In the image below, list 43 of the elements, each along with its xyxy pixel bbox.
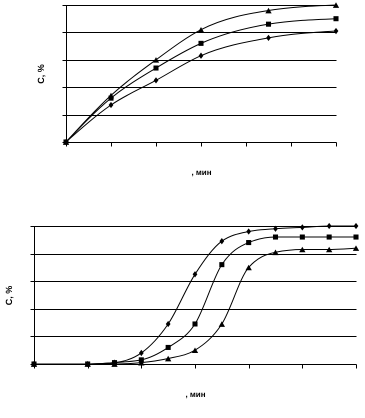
point bbox=[153, 65, 159, 71]
x-axis-title: , мин bbox=[185, 390, 206, 399]
point bbox=[198, 52, 204, 59]
point bbox=[326, 222, 332, 230]
point bbox=[300, 234, 305, 240]
point bbox=[299, 246, 306, 252]
point bbox=[246, 264, 252, 270]
point bbox=[265, 8, 272, 14]
x-axis-title: , мин bbox=[191, 168, 212, 177]
point bbox=[218, 321, 225, 327]
point bbox=[219, 238, 224, 244]
point bbox=[138, 350, 144, 356]
point bbox=[165, 356, 172, 362]
point bbox=[266, 22, 272, 27]
point bbox=[166, 344, 171, 350]
y-axis-title: C, % bbox=[4, 286, 14, 306]
point bbox=[273, 226, 278, 232]
point bbox=[198, 40, 204, 46]
point bbox=[108, 102, 114, 108]
point bbox=[326, 246, 332, 252]
point bbox=[219, 262, 224, 268]
point bbox=[300, 224, 305, 231]
point bbox=[326, 234, 332, 240]
point bbox=[192, 348, 198, 354]
point bbox=[246, 228, 252, 235]
point bbox=[272, 234, 278, 240]
point bbox=[246, 240, 252, 246]
point bbox=[198, 26, 204, 33]
point bbox=[266, 34, 271, 42]
point bbox=[192, 271, 198, 278]
point bbox=[334, 28, 338, 34]
point bbox=[192, 321, 198, 327]
point bbox=[332, 2, 340, 8]
point bbox=[272, 250, 279, 256]
y-axis-title: C, % bbox=[36, 64, 46, 84]
point bbox=[353, 234, 359, 240]
point bbox=[354, 222, 358, 230]
point bbox=[154, 77, 158, 84]
point bbox=[352, 245, 360, 251]
point bbox=[152, 57, 160, 63]
point bbox=[108, 92, 114, 98]
point bbox=[333, 16, 339, 22]
point bbox=[166, 320, 171, 328]
